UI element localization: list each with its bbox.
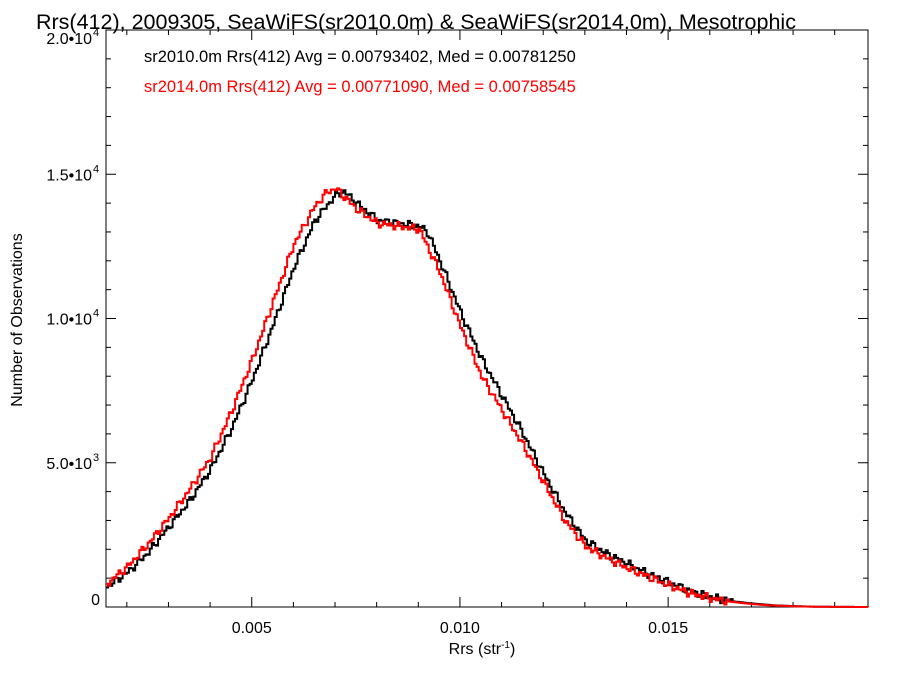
series-line-sr2010.0m [106, 189, 869, 608]
legend-entry-series-1: sr2010.0m Rrs(412) Avg = 0.00793402, Med… [144, 48, 576, 66]
y-tick-label: 0 [91, 592, 100, 609]
y-tick-label-exponent: 4 [93, 308, 99, 320]
x-axis-label-superscript: -1 [501, 640, 510, 651]
y-tick-label-exponent: 4 [93, 27, 99, 39]
legend: sr2010.0m Rrs(412) Avg = 0.00793402, Med… [144, 48, 576, 96]
series-line-sr2014.0m [106, 187, 869, 608]
plot-frame [105, 29, 869, 608]
x-tick-label: 0.015 [648, 620, 688, 637]
y-tick-label-exponent: 4 [93, 163, 99, 175]
y-tick-label: 5.0•10 [46, 456, 92, 473]
legend-entry-series-2: sr2014.0m Rrs(412) Avg = 0.00771090, Med… [144, 78, 576, 96]
x-tick-label: 0.005 [232, 620, 272, 637]
x-tick-label: 0.010 [440, 620, 480, 637]
y-tick-label: 1.5•10 [46, 167, 92, 184]
y-tick-label-exponent: 3 [93, 452, 99, 464]
y-tick-label: 2.0•10 [46, 31, 92, 48]
y-tick-label: 1.0•10 [46, 312, 92, 329]
x-axis-label: Rrs (str-1) [449, 640, 516, 658]
y-axis-label: Number of Observations [9, 233, 26, 406]
